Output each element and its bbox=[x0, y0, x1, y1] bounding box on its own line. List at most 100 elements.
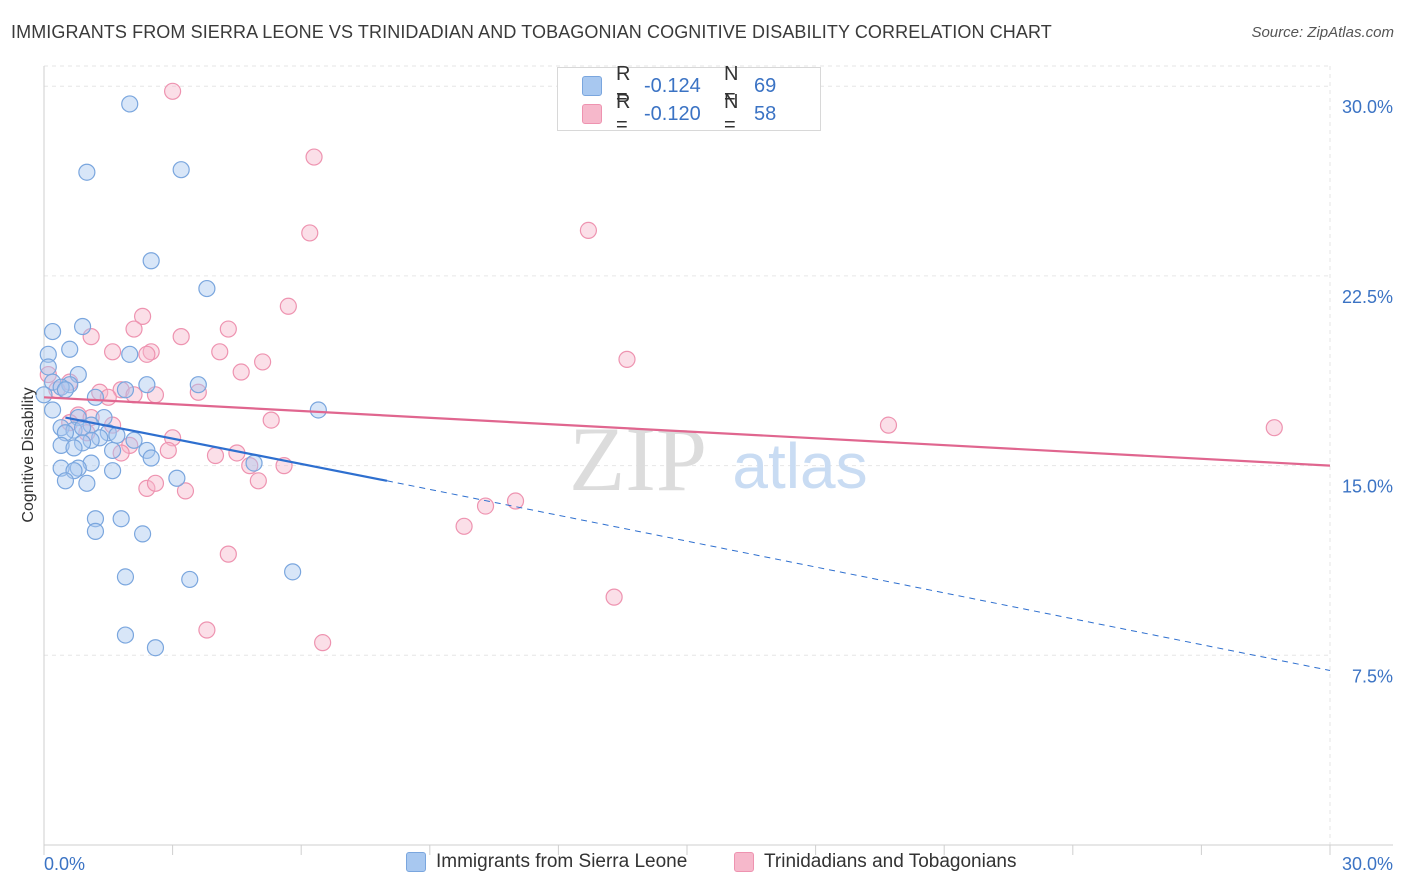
point-blue bbox=[86, 510, 105, 528]
point-pink bbox=[159, 441, 177, 460]
series-pink-points bbox=[39, 82, 1283, 652]
point-blue bbox=[82, 454, 100, 472]
point-blue bbox=[56, 381, 75, 399]
axes bbox=[43, 66, 1393, 855]
point-blue bbox=[61, 340, 79, 358]
legend-n-value: 58 bbox=[754, 102, 777, 125]
x-tick-label: 30.0% bbox=[1342, 854, 1393, 874]
point-pink bbox=[279, 297, 297, 315]
point-pink bbox=[164, 82, 182, 100]
point-blue bbox=[116, 381, 135, 399]
point-blue bbox=[86, 388, 105, 406]
series-blue-points bbox=[35, 95, 327, 657]
watermark-zip: ZIP bbox=[569, 408, 707, 510]
point-blue bbox=[245, 454, 263, 472]
legend-n-value: 69 bbox=[754, 74, 777, 97]
point-pink bbox=[506, 492, 525, 510]
legend-n-label: N = bbox=[724, 91, 739, 136]
point-blue bbox=[43, 401, 62, 419]
point-pink bbox=[138, 345, 156, 363]
trend-line-blue bbox=[65, 416, 388, 482]
point-blue bbox=[65, 439, 83, 457]
watermark-atlas: atlas bbox=[732, 430, 867, 502]
source-label: Source: ZipAtlas.com bbox=[1251, 24, 1394, 41]
trend-line-pink bbox=[43, 396, 1331, 467]
point-blue bbox=[43, 322, 62, 341]
point-pink bbox=[605, 588, 623, 606]
point-pink bbox=[133, 307, 152, 325]
point-pink bbox=[314, 634, 332, 652]
point-blue bbox=[133, 525, 152, 543]
legend-r-label: R = bbox=[616, 63, 631, 108]
point-blue bbox=[43, 373, 62, 391]
legend-n-label: N = bbox=[724, 63, 739, 108]
point-pink bbox=[219, 320, 237, 338]
point-pink bbox=[301, 224, 319, 242]
legend-r-label: R = bbox=[616, 91, 631, 136]
point-blue bbox=[103, 441, 122, 460]
point-blue bbox=[112, 510, 130, 528]
point-blue bbox=[52, 459, 70, 477]
legend-row-blue: R = -0.124 N = 69 bbox=[582, 63, 777, 108]
point-pink bbox=[219, 545, 237, 563]
point-blue bbox=[39, 358, 57, 376]
point-blue bbox=[78, 163, 96, 181]
point-pink bbox=[254, 353, 272, 371]
point-pink bbox=[455, 517, 473, 535]
point-pink bbox=[112, 381, 130, 399]
point-blue bbox=[125, 431, 143, 449]
point-blue bbox=[189, 376, 207, 394]
legend-label-sierra-leone: Immigrants from Sierra Leone bbox=[436, 851, 688, 872]
stats-legend: R = -0.124 N = 69 R = -0.120 N = 58 bbox=[557, 63, 821, 136]
legend-label-trinidad: Trinidadians and Tobagonians bbox=[764, 851, 1017, 872]
y-tick-label: 7.5% bbox=[1352, 666, 1393, 686]
point-pink bbox=[618, 350, 636, 368]
point-blue bbox=[116, 626, 135, 644]
point-blue bbox=[138, 376, 156, 394]
point-pink bbox=[125, 320, 143, 338]
point-pink bbox=[198, 621, 216, 639]
point-blue bbox=[103, 462, 122, 480]
point-blue bbox=[198, 279, 216, 298]
point-blue bbox=[35, 386, 53, 404]
point-pink bbox=[476, 497, 495, 515]
point-pink bbox=[305, 148, 323, 166]
point-pink bbox=[879, 416, 898, 434]
legend-row-pink: R = -0.120 N = 58 bbox=[582, 91, 777, 136]
point-pink bbox=[249, 472, 267, 490]
legend-swatch-blue bbox=[406, 852, 426, 872]
point-blue bbox=[309, 401, 327, 419]
point-blue bbox=[56, 424, 75, 442]
point-pink bbox=[211, 343, 229, 361]
point-pink bbox=[172, 328, 190, 346]
trend-lines bbox=[43, 396, 1331, 671]
point-blue bbox=[121, 95, 139, 113]
series-legend: Immigrants from Sierra Leone Trinidadian… bbox=[0, 851, 1406, 877]
point-pink bbox=[262, 411, 280, 429]
point-blue bbox=[73, 419, 92, 437]
chart-title: IMMIGRANTS FROM SIERRA LEONE VS TRINIDAD… bbox=[11, 22, 1052, 42]
x-tick-label: 0.0% bbox=[44, 854, 85, 874]
point-blue bbox=[86, 522, 105, 540]
point-blue bbox=[121, 345, 139, 363]
point-pink bbox=[579, 221, 598, 239]
point-blue bbox=[56, 472, 75, 490]
legend-swatch-pink bbox=[734, 852, 754, 872]
point-blue bbox=[73, 434, 92, 452]
legend-swatch-pink bbox=[582, 104, 602, 124]
trend-extension-blue bbox=[386, 480, 1331, 671]
legend-swatch-blue bbox=[582, 76, 602, 96]
y-tick-label: 22.5% bbox=[1342, 287, 1393, 307]
point-blue bbox=[284, 563, 302, 581]
point-blue bbox=[172, 161, 190, 179]
point-pink bbox=[232, 363, 250, 381]
axis-labels: 7.5% 15.0% 22.5% 30.0% 0.0% 30.0% Cognitive Di… bbox=[20, 97, 1393, 874]
point-blue bbox=[146, 639, 165, 657]
legend-r-value: -0.124 bbox=[644, 74, 701, 97]
y-tick-label: 30.0% bbox=[1342, 97, 1393, 117]
point-pink bbox=[146, 474, 165, 492]
legend-item-trinidad: Trinidadians and Tobagonians bbox=[734, 851, 1016, 873]
point-blue bbox=[52, 436, 70, 454]
point-pink bbox=[206, 446, 225, 465]
